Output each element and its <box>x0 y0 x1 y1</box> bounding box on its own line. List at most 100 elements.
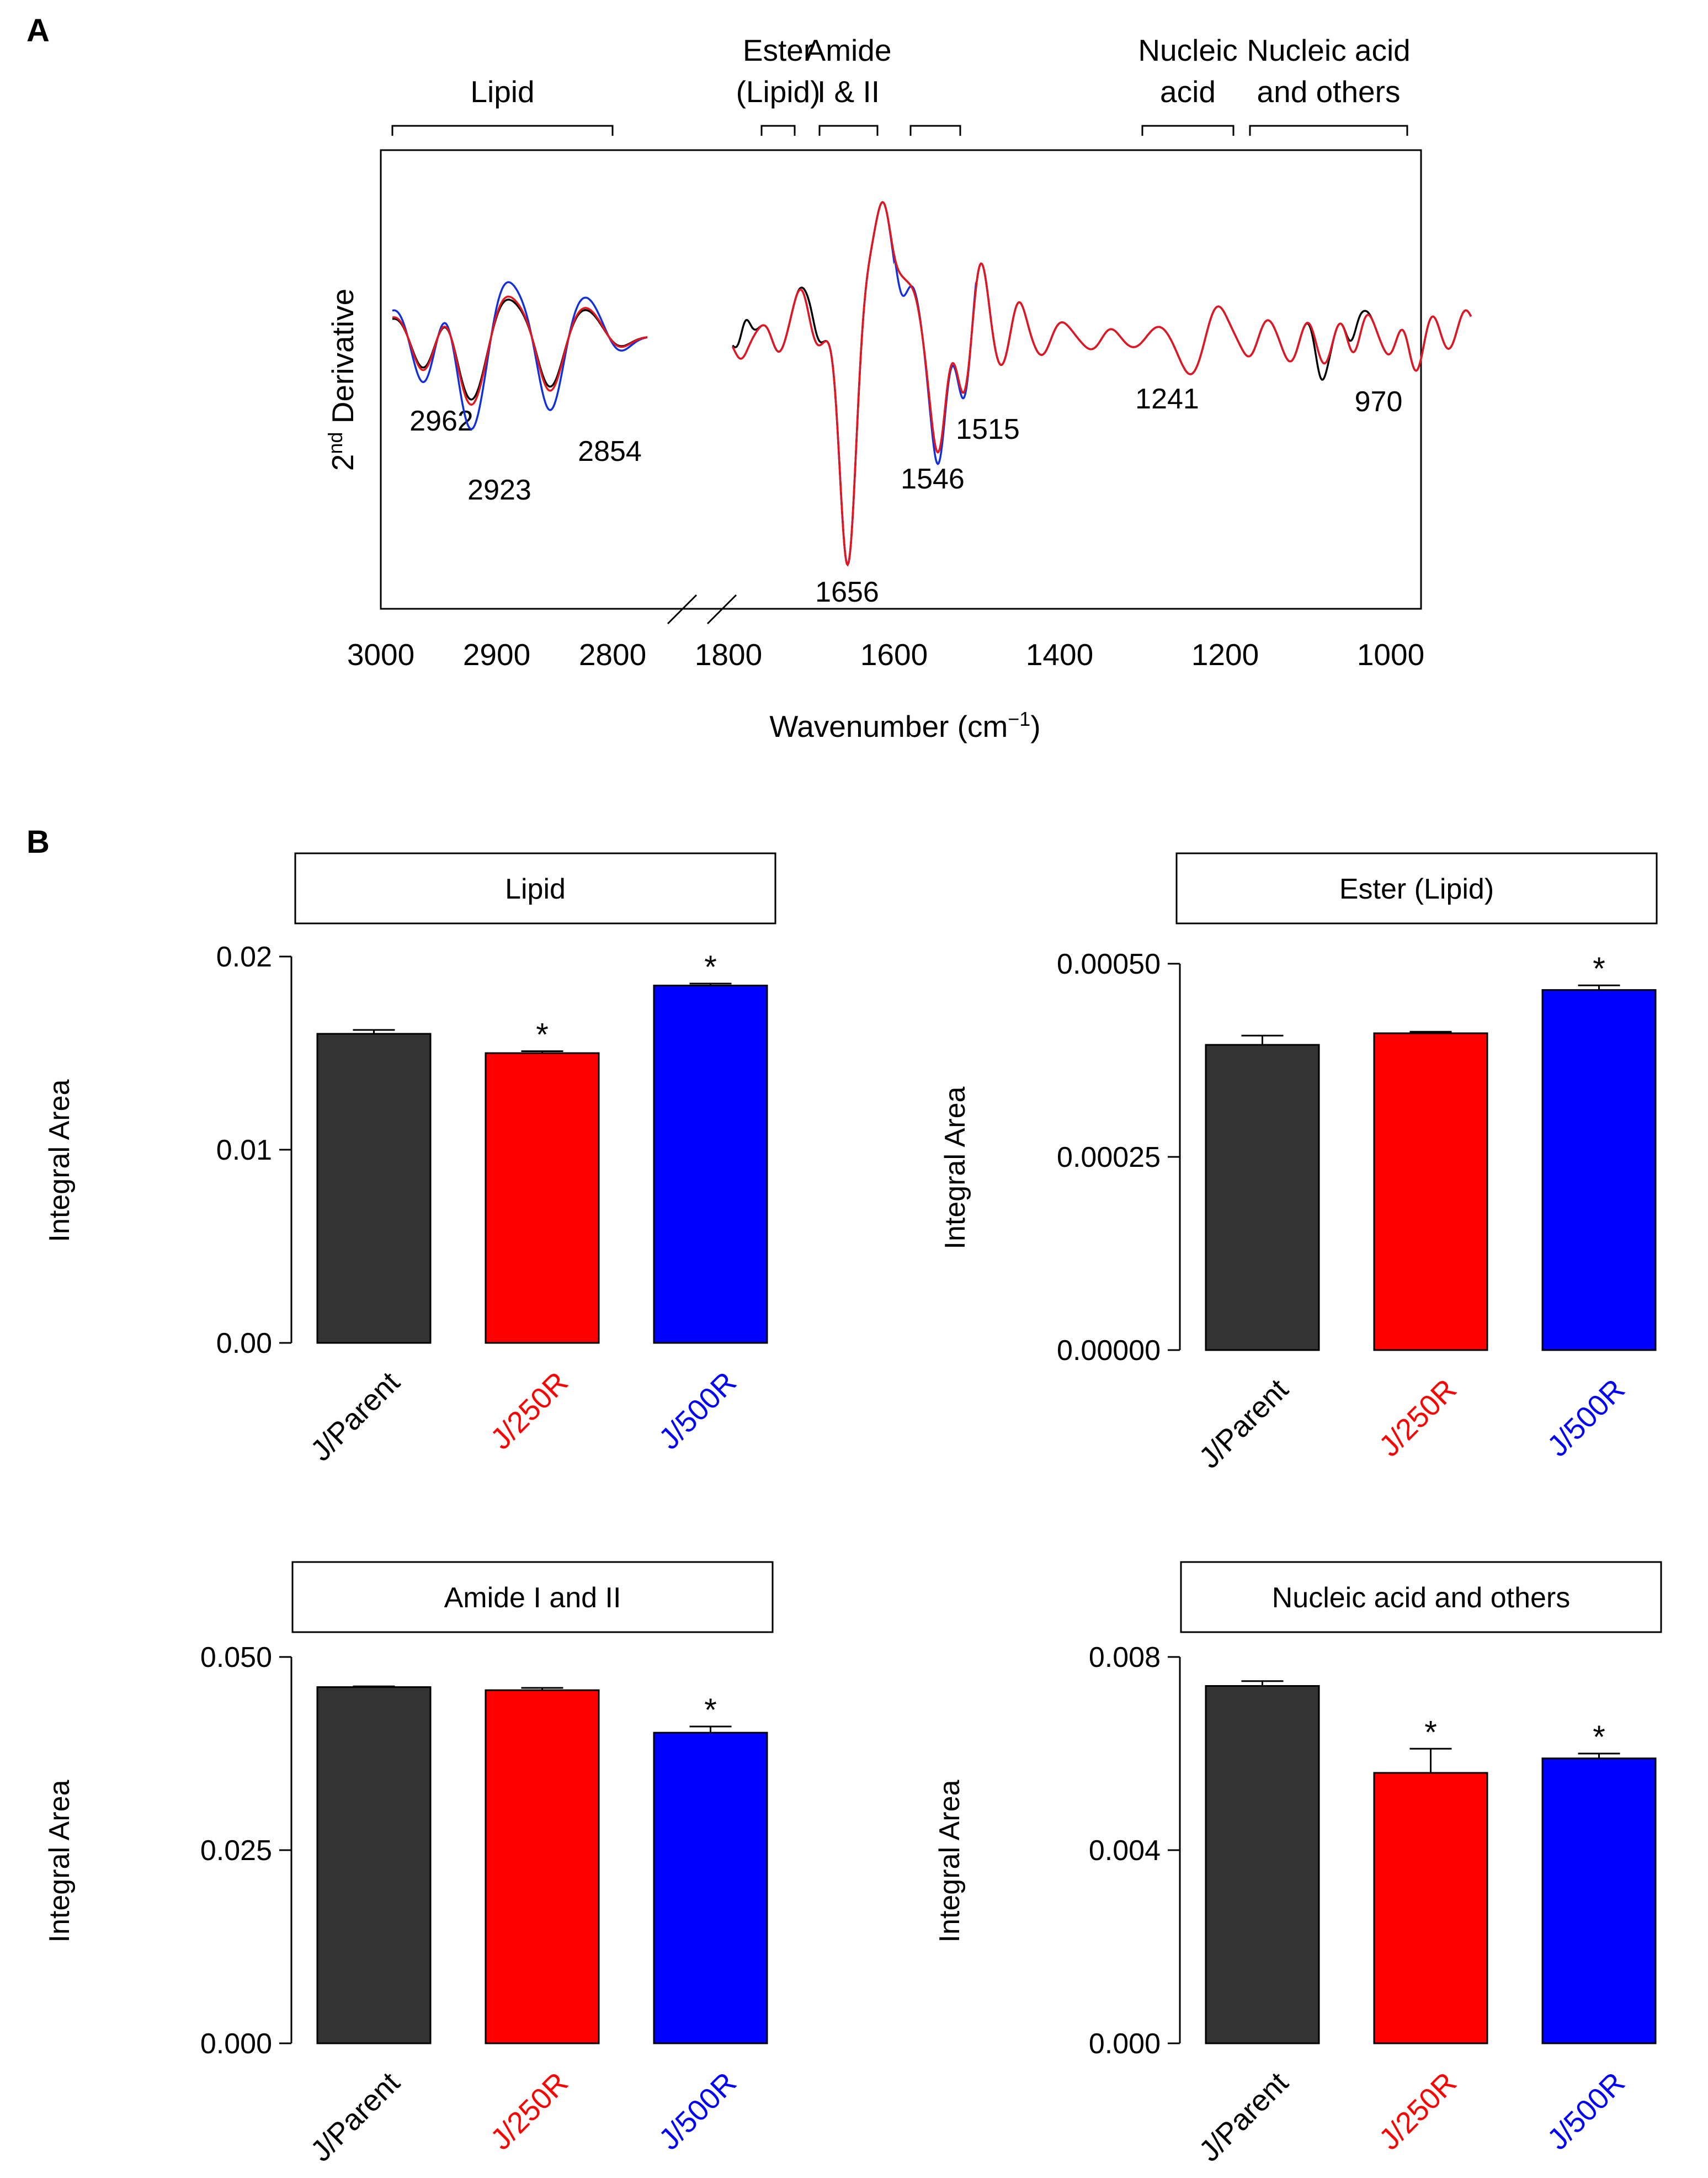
x-category-label: J/250R <box>485 1366 574 1455</box>
bar-charts: Lipid 0.00 0.01 0.02 Integral Area J/Parent * J… <box>44 852 1662 2168</box>
panel-label-b: B <box>26 824 50 860</box>
y-tick-label: 0.004 <box>1089 1835 1161 1867</box>
bar-chart: Nucleic acid and others 0.000 0.004 0.008 In… <box>934 1561 1662 2168</box>
region-label: acid <box>1160 75 1216 109</box>
region-label: Lipid <box>470 75 534 109</box>
x-category-label: J/Parent <box>304 1366 406 1468</box>
peak-label: 1546 <box>901 463 965 495</box>
x-category-label: J/250R <box>1373 2066 1463 2156</box>
peak-label: 1241 <box>1135 383 1199 415</box>
x-category-label: J/Parent <box>1193 2066 1295 2168</box>
bar <box>316 1033 432 1344</box>
spectrum-chart: 3000 2900 2800 1800 1600 1400 1200 1000 Wavenumb… <box>324 33 1472 743</box>
significance-marker: * <box>1593 951 1605 987</box>
spectrum-frame <box>380 149 1422 610</box>
y-axis-title: Integral Area <box>44 1779 76 1942</box>
bar <box>653 985 768 1344</box>
y-tick-label: 0.00 <box>216 1327 272 1359</box>
significance-marker: * <box>704 949 717 985</box>
region-label: Nucleic acid <box>1247 33 1411 67</box>
x-tick-label: 1800 <box>695 638 762 672</box>
x-tick-label: 1400 <box>1026 638 1093 672</box>
y-axis-title: Integral Area <box>939 1086 971 1249</box>
significance-marker: * <box>1593 1719 1605 1755</box>
significance-marker: * <box>536 1017 549 1053</box>
region-label: Ester <box>743 33 813 67</box>
region-label: (Lipid) <box>736 75 821 109</box>
bar-chart: Ester (Lipid) 0.00000 0.00025 0.00050 Integr… <box>939 852 1658 1475</box>
x-tick-label: 1200 <box>1191 638 1259 672</box>
region-bracket <box>818 125 879 136</box>
axis-break-mark <box>706 594 737 625</box>
panel-label-a: A <box>26 13 50 49</box>
bar <box>1541 1757 1657 2044</box>
bar <box>316 1686 432 2044</box>
bar <box>1205 1044 1320 1351</box>
chart-title-box <box>1175 852 1658 925</box>
y-axis-title: 2nd Derivative <box>324 289 360 471</box>
bar-chart: Amide I and II 0.000 0.025 0.050 Integral Ar… <box>44 1561 774 2168</box>
y-tick-label: 0.000 <box>1089 2028 1161 2060</box>
y-tick-label: 0.00050 <box>1057 948 1161 980</box>
x-category-label: J/500R <box>653 2066 743 2156</box>
chart-title: Nucleic acid and others <box>1272 1582 1571 1614</box>
x-category-label: J/500R <box>1541 1373 1631 1463</box>
y-axis-title: Integral Area <box>934 1779 966 1942</box>
peak-label: 1515 <box>956 413 1020 445</box>
bar <box>485 1052 600 1344</box>
x-tick-label: 1600 <box>860 638 928 672</box>
chart-title: Amide I and II <box>444 1582 621 1614</box>
y-tick-label: 0.008 <box>1089 1642 1161 1674</box>
x-category-label: J/500R <box>1541 2066 1631 2156</box>
chart-title-box <box>291 1561 774 1633</box>
bar <box>1541 989 1657 1351</box>
spectrum-series-line <box>392 299 648 401</box>
x-category-label: J/250R <box>485 2066 574 2156</box>
x-tick-label: 3000 <box>347 638 414 672</box>
y-tick-label: 0.01 <box>216 1134 272 1166</box>
y-tick-label: 0.050 <box>200 1642 272 1674</box>
peak-label: 2854 <box>578 435 642 468</box>
region-bracket <box>1249 125 1408 136</box>
region-bracket <box>760 125 796 136</box>
significance-marker: * <box>704 1692 717 1728</box>
chart-title: Lipid <box>505 873 566 905</box>
peak-label: 2923 <box>467 474 531 506</box>
x-tick-label: 1000 <box>1357 638 1424 672</box>
bar <box>1373 1772 1488 2044</box>
peak-label: 970 <box>1355 386 1403 418</box>
x-tick-label: 2800 <box>579 638 646 672</box>
peak-label: 1656 <box>815 576 879 608</box>
chart-title: Ester (Lipid) <box>1339 873 1494 905</box>
y-tick-label: 0.02 <box>216 941 272 973</box>
chart-title-box <box>294 852 776 925</box>
region-bracket <box>1141 125 1235 136</box>
chart-title-box <box>1180 1561 1662 1633</box>
region-label: and others <box>1257 75 1401 109</box>
region-bracket <box>909 125 961 136</box>
region-label: I & II <box>817 75 880 109</box>
x-category-label: J/Parent <box>304 2066 406 2168</box>
x-category-label: J/250R <box>1373 1373 1463 1463</box>
spectrum-series-line <box>392 295 648 406</box>
bar <box>1205 1685 1320 2044</box>
y-tick-label: 0.000 <box>200 2028 272 2060</box>
x-category-label: J/Parent <box>1193 1373 1295 1475</box>
region-label: Amide <box>806 33 892 67</box>
bar <box>485 1689 600 2044</box>
x-axis-title: Wavenumber (cm−1) <box>769 708 1040 743</box>
bar-chart: Lipid 0.00 0.01 0.02 Integral Area J/Parent * J… <box>44 852 776 1468</box>
region-label: Nucleic <box>1138 33 1237 67</box>
y-axis-title: Integral Area <box>44 1079 76 1242</box>
bar <box>1373 1032 1488 1351</box>
peak-label: 2962 <box>409 405 473 437</box>
y-tick-label: 0.00000 <box>1057 1335 1161 1367</box>
x-tick-label: 2900 <box>463 638 530 672</box>
axis-break-mark <box>667 594 698 625</box>
y-tick-label: 0.025 <box>200 1835 272 1867</box>
y-tick-label: 0.00025 <box>1057 1141 1161 1173</box>
spectrum-series-line <box>731 201 1472 567</box>
x-category-label: J/500R <box>653 1366 743 1455</box>
spectrum-series-line <box>731 201 1472 567</box>
